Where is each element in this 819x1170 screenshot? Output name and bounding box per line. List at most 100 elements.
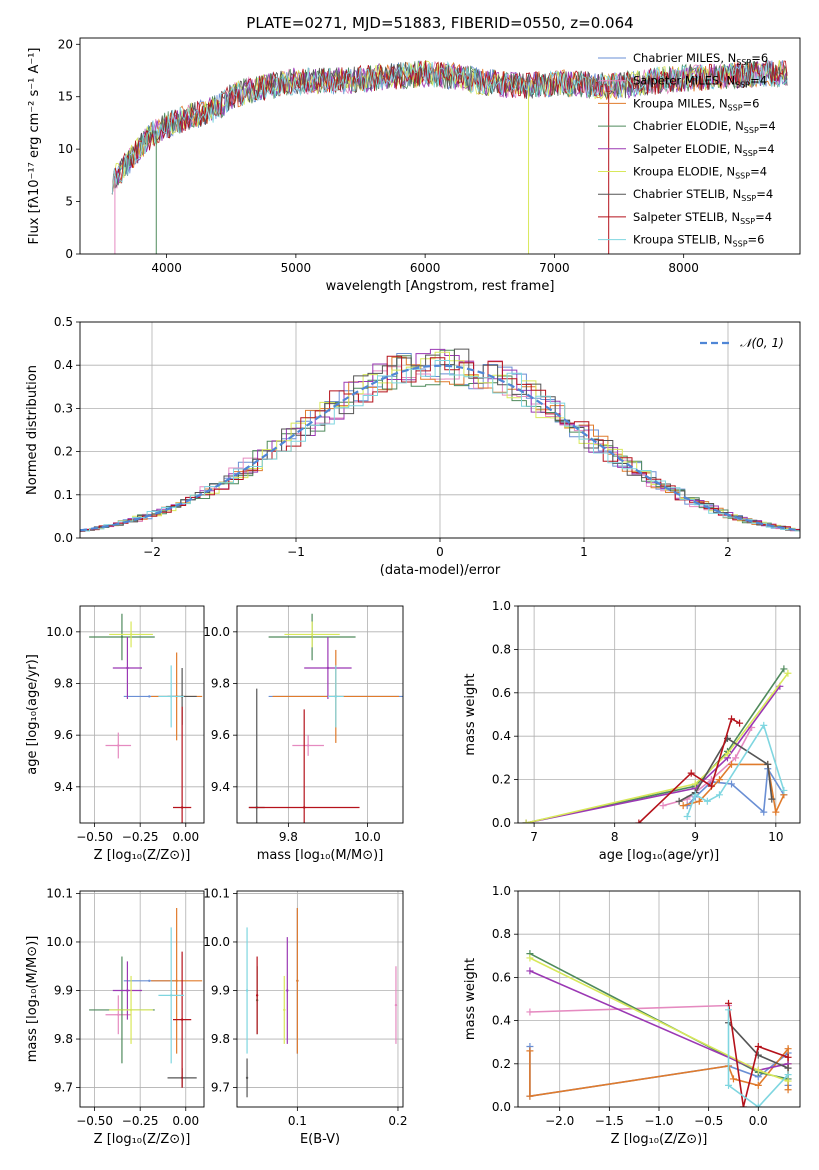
y-tick-label: 0.4 [492, 1014, 511, 1028]
data-point [326, 666, 330, 670]
y-tick-label: 5 [65, 195, 73, 209]
weight-marker [526, 1092, 534, 1100]
weight-marker [725, 1081, 733, 1089]
weight-line-salpeter-stelib [727, 1003, 789, 1107]
y-tick-label: 0.2 [492, 773, 511, 787]
spectrum-line-salpeter-elodie [111, 60, 788, 195]
weight-marker [780, 665, 788, 673]
x-tick-label: 0.00 [172, 1114, 199, 1128]
y-tick-label: 0.0 [492, 816, 511, 830]
y-axis-label: mass weight [463, 958, 478, 1040]
y-tick-label: 10.0 [46, 625, 73, 639]
data-point [302, 806, 306, 809]
x-tick-label: 7000 [539, 261, 570, 275]
y-tick-label: 9.6 [211, 728, 230, 742]
data-point [286, 989, 289, 992]
legend-label: Salpeter MILES, NSSP=4 [633, 74, 767, 90]
weight-marker [703, 797, 711, 805]
weight-marker [635, 819, 643, 823]
residual-histogram-kroupa-stelib [80, 360, 800, 532]
panel-spectrum: 4000 5000 6000 7000 8000 0 5 10 15 20 wavelength [… [27, 37, 801, 294]
panel-mass-vs-Z: −0.50 −0.25 0.00 9.7 9.8 9.9 10.0 10.1 Z [log₁₀(… [25, 886, 205, 1147]
y-tick-label: 9.6 [54, 728, 73, 742]
x-axis-label: Z [log₁₀(Z/Z⊙)] [94, 848, 191, 863]
y-tick-label: 9.8 [211, 677, 230, 691]
plot-area [245, 907, 398, 1098]
residual-histogram-salpeter-stelib [80, 355, 800, 532]
y-tick-label: 9.4 [211, 780, 230, 794]
y-tick-label: 0.0 [492, 1100, 511, 1114]
weight-marker [679, 802, 687, 810]
data-point [126, 666, 129, 670]
x-axis-label: Z [log₁₀(Z/Z⊙)] [94, 1132, 191, 1147]
x-tick-label: 8 [611, 830, 619, 844]
data-point [255, 994, 259, 997]
data-point [310, 633, 314, 636]
x-axis-label: mass [log₁₀(M/M⊙)] [257, 848, 384, 863]
x-axis-label: age [log₁₀(age/yr)] [599, 848, 720, 863]
y-tick-label: 0.8 [492, 642, 511, 656]
weight-line-chabrier-elodie [525, 668, 785, 823]
x-tick-label: 0 [436, 545, 444, 559]
legend-label: 𝒩(0, 1) [740, 336, 784, 350]
legend-label: Chabrier MILES, NSSP=6 [633, 51, 768, 67]
y-tick-label: 9.8 [211, 1032, 230, 1046]
weight-marker [707, 782, 715, 790]
x-tick-label: 0.0 [749, 1114, 768, 1128]
legend-label: Salpeter STELIB, NSSP=4 [633, 210, 772, 226]
data-point [175, 979, 178, 982]
x-axis-label: wavelength [Angstrom, rest frame] [326, 279, 555, 294]
axes-frame [79, 890, 205, 1108]
axes-frame [79, 37, 801, 255]
weight-marker [526, 954, 534, 962]
axes-frame [517, 890, 801, 1108]
y-tick-label: 0 [65, 247, 73, 261]
weight-marker [754, 1043, 762, 1051]
x-tick-label: 1 [580, 545, 588, 559]
weight-marker [784, 1086, 792, 1094]
data-point [306, 744, 310, 747]
data-point [169, 994, 173, 997]
x-tick-label: 9 [691, 830, 699, 844]
y-tick-label: 0.6 [492, 970, 511, 984]
y-tick-label: 0.2 [54, 445, 73, 459]
weight-marker [723, 750, 731, 758]
data-point [180, 1018, 184, 1021]
panel-weight-vs-age: 7 8 9 10 0.0 0.2 0.4 0.6 0.8 1.0 age [log₁₀(age/yr… [463, 599, 801, 863]
axes-frame [517, 605, 801, 824]
legend-label: Salpeter ELODIE, NSSP=4 [633, 142, 775, 158]
data-point [283, 1008, 286, 1012]
y-axis-label: Flux [fλ10⁻¹⁷ erg cm⁻² s⁻¹ A⁻¹] [27, 48, 42, 245]
weight-marker [526, 1008, 534, 1016]
plot-area [111, 59, 788, 254]
weight-line-salpeter-miles [529, 1004, 729, 1013]
panel-weight-vs-Z: −2.0 −1.5 −1.0 −0.5 0.0 0.0 0.2 0.4 0.6 0.8 1.0 Z [… [463, 884, 801, 1147]
y-axis-label: mass weight [463, 673, 478, 755]
weight-marker [695, 797, 703, 805]
weight-marker [522, 819, 530, 823]
data-point [120, 635, 124, 639]
data-point [117, 744, 120, 747]
weight-line-salpeter-stelib [638, 717, 740, 823]
x-tick-label: −2 [143, 545, 161, 559]
y-axis-label: mass [log₁₀(M/M⊙)] [25, 936, 40, 1063]
weight-marker [728, 715, 736, 723]
figure-title: PLATE=0271, MJD=51883, FIBERID=0550, z=0… [246, 14, 633, 32]
weight-marker [736, 719, 744, 727]
plot-area [80, 348, 800, 533]
x-tick-label: 0.2 [388, 1114, 407, 1128]
data-point [296, 979, 299, 982]
x-tick-label: −0.5 [694, 1114, 723, 1128]
x-tick-label: −0.25 [122, 1114, 159, 1128]
y-tick-label: 0.2 [492, 1057, 511, 1071]
plot-area [526, 950, 792, 1107]
panel-age-vs-mass: 9.8 10.0 9.4 9.6 9.8 10.0 mass [log₁₀(M/M⊙)] [203, 605, 404, 863]
y-tick-label: 0.8 [492, 927, 511, 941]
y-tick-label: 0.0 [54, 531, 73, 545]
legend-label: Kroupa MILES, NSSP=6 [633, 96, 759, 112]
y-tick-label: 0.1 [54, 488, 73, 502]
weight-marker [715, 791, 723, 799]
x-tick-label: 6000 [410, 261, 441, 275]
y-tick-label: 0.6 [492, 686, 511, 700]
